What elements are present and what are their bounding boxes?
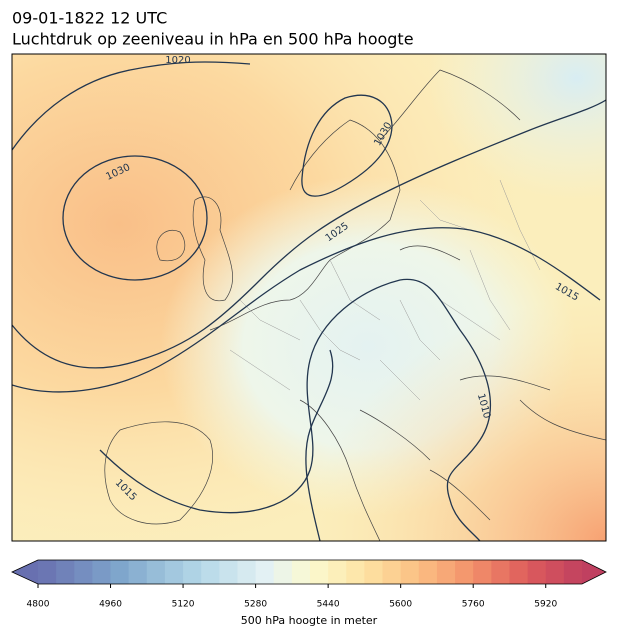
colorbar-tick-label: 5600 <box>389 600 412 610</box>
title: 09-01-1822 12 UTC <box>12 9 167 28</box>
colorbar-band <box>219 560 238 584</box>
colorbar: 4800 4960 5120 5280 5440 5600 5760 5920 <box>11 559 607 610</box>
colorbar-band <box>201 560 220 584</box>
colorbar-band <box>436 560 456 584</box>
colorbar-band <box>545 560 565 584</box>
colorbar-band <box>310 560 329 584</box>
colorbar-band <box>527 560 547 584</box>
colorbar-extend-high <box>582 560 606 584</box>
colorbar-tick-label: 4960 <box>99 600 122 610</box>
colorbar-tick-label: 5280 <box>244 600 267 610</box>
colorbar-band <box>418 560 438 584</box>
colorbar-band <box>491 560 510 584</box>
subtitle: Luchtdruk op zeeniveau in hPa en 500 hPa… <box>12 30 414 49</box>
colorbar-band <box>273 560 293 584</box>
colorbar-band <box>382 560 402 584</box>
colorbar-band <box>364 560 384 584</box>
colorbar-band <box>38 560 57 584</box>
colorbar-band <box>509 560 529 584</box>
colorbar-extend-low <box>12 560 38 584</box>
map <box>12 54 606 541</box>
map-frame <box>11 53 607 542</box>
colorbar-band <box>255 560 275 584</box>
colorbar-band <box>563 560 583 584</box>
colorbar-tick-label: 5920 <box>534 600 557 610</box>
colorbar-tick-label: 5440 <box>317 600 340 610</box>
colorbar-band <box>110 560 130 584</box>
colorbar-band <box>128 560 148 584</box>
colorbar-band <box>237 560 257 584</box>
colorbar-label: 500 hPa hoogte in meter <box>241 614 378 627</box>
colorbar-band <box>346 560 365 584</box>
colorbar-band <box>455 560 474 584</box>
colorbar-band <box>164 560 184 584</box>
colorbar-band <box>74 560 93 584</box>
colorbar-band <box>56 560 75 584</box>
colorbar-band <box>183 560 202 584</box>
colorbar-outline <box>11 559 607 585</box>
colorbar-band <box>473 560 492 584</box>
colorbar-band <box>400 560 420 584</box>
colorbar-band <box>146 560 166 584</box>
colorbar-band <box>291 560 311 584</box>
isobar-label: 1020 <box>165 55 190 66</box>
colorbar-tick-label: 5120 <box>172 600 195 610</box>
colorbar-band <box>92 560 112 584</box>
colorbar-tick-label: 5760 <box>462 600 485 610</box>
colorbar-tick-label: 4800 <box>27 600 50 610</box>
colorbar-band <box>328 560 347 584</box>
